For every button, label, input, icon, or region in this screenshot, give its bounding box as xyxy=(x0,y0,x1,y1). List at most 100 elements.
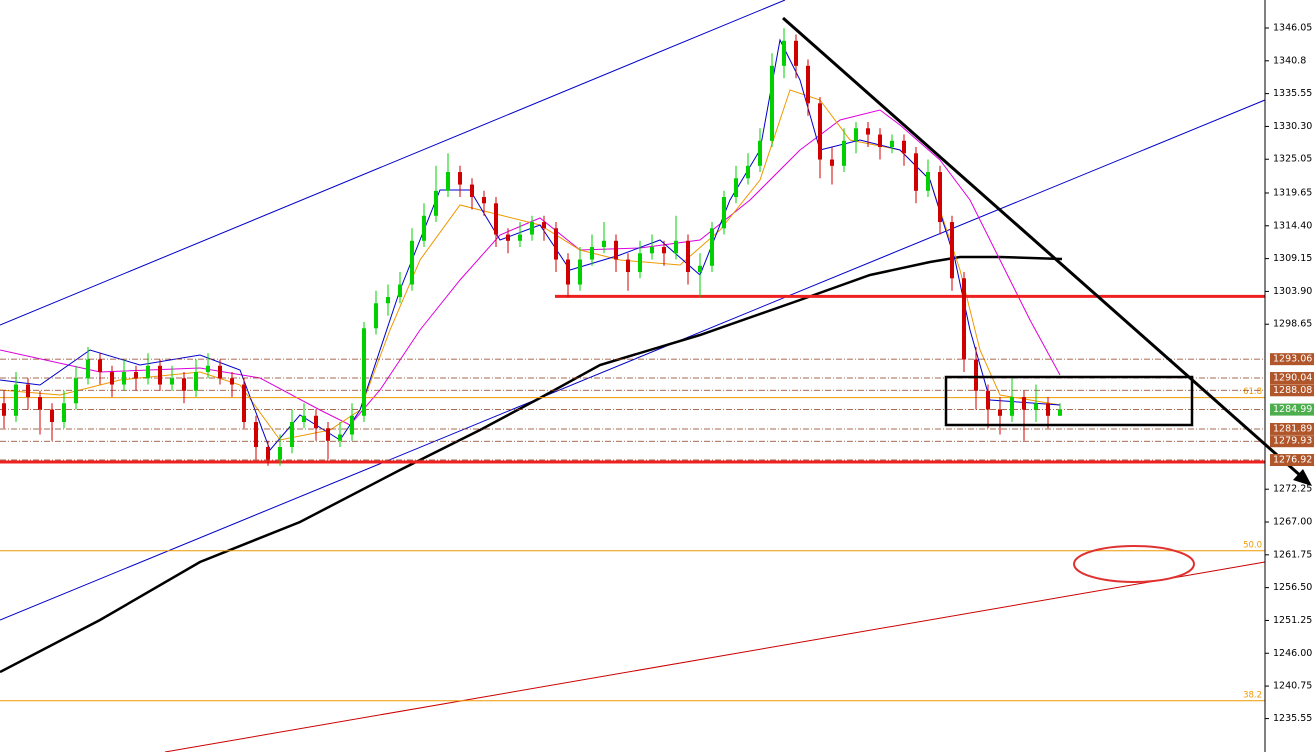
trend-line xyxy=(164,561,1266,752)
candle-body xyxy=(86,359,90,379)
candle-body xyxy=(494,203,498,235)
candle-body xyxy=(398,284,402,298)
y-tick-label: 1298.65 xyxy=(1273,319,1312,330)
candle-body xyxy=(266,447,270,460)
y-tick-label: 1303.90 xyxy=(1273,286,1312,297)
candle-body xyxy=(1022,397,1026,410)
price-tag xyxy=(1270,353,1314,366)
candle-body xyxy=(26,384,30,398)
candle-body xyxy=(122,372,126,385)
price-tag xyxy=(1270,422,1314,435)
candle-body xyxy=(674,240,678,254)
price-tag-label: 1276.92 xyxy=(1273,455,1312,466)
y-tick-label: 1267.00 xyxy=(1273,517,1312,528)
price-tag-label: 1290.04 xyxy=(1273,373,1312,384)
price-tag-label: 1293.06 xyxy=(1273,354,1312,365)
price-tag-label: 1279.93 xyxy=(1273,436,1312,447)
candle-body xyxy=(218,365,222,379)
candle-body xyxy=(818,103,822,160)
candle-body xyxy=(554,228,558,260)
candle-body xyxy=(902,140,906,154)
channel-line xyxy=(0,0,786,326)
candle-body xyxy=(938,172,942,223)
candle-body xyxy=(734,178,738,198)
candle-body xyxy=(470,184,474,198)
price-tag xyxy=(1270,454,1314,467)
levels: 61.8 50.0 38.2 xyxy=(0,294,1265,702)
candle-body xyxy=(614,240,618,260)
candle-body xyxy=(194,372,198,391)
candle-body xyxy=(746,165,750,179)
candle-body xyxy=(230,378,234,385)
y-tick-label: 1314.40 xyxy=(1273,220,1312,231)
price-tag xyxy=(1270,384,1314,397)
y-tick-label: 1335.55 xyxy=(1273,88,1312,99)
candle-body xyxy=(950,222,954,279)
candle-body xyxy=(914,153,918,191)
y-tick-label: 1319.65 xyxy=(1273,187,1312,198)
candle-body xyxy=(650,247,654,254)
price-tag-label: 1284.99 xyxy=(1273,404,1312,415)
candle-body xyxy=(458,172,462,185)
y-tick-label: 1346.05 xyxy=(1273,22,1312,33)
fib-label: 38.2 xyxy=(1243,690,1262,700)
candle-body xyxy=(698,265,702,273)
candle-body xyxy=(374,303,378,329)
fib-label: 61.8 xyxy=(1243,387,1262,397)
candle-body xyxy=(770,65,774,141)
candle-body xyxy=(794,40,798,66)
candle-body xyxy=(662,247,666,254)
y-tick-label: 1240.75 xyxy=(1273,681,1312,692)
y-tick-label: 1256.50 xyxy=(1273,582,1312,593)
candle-body xyxy=(350,415,354,435)
candle-body xyxy=(842,140,846,166)
candle-body xyxy=(986,390,990,410)
candle-body xyxy=(338,434,342,441)
price-tag-label: 1281.89 xyxy=(1273,423,1312,434)
candle-body xyxy=(242,384,246,423)
candle-body xyxy=(854,128,858,141)
candle-body xyxy=(74,378,78,404)
y-tick-label: 1272.25 xyxy=(1273,484,1312,495)
trend-line xyxy=(782,16,1303,479)
candle-body xyxy=(170,378,174,385)
candle-body xyxy=(1034,403,1038,410)
price-tag xyxy=(1270,435,1314,448)
moving-average xyxy=(0,109,1061,426)
candle-body xyxy=(530,222,534,235)
candle-body xyxy=(410,240,414,285)
arrow-head xyxy=(1293,469,1312,486)
candle-body xyxy=(302,415,306,423)
y-tick-label: 1309.15 xyxy=(1273,253,1312,264)
y-tick-label: 1246.00 xyxy=(1273,648,1312,659)
candle-body xyxy=(722,197,726,229)
candle-body xyxy=(890,140,894,148)
candle-body xyxy=(314,415,318,429)
price-tag-label: 1288.08 xyxy=(1273,385,1312,396)
candle-body xyxy=(482,197,486,204)
candle-body xyxy=(542,222,546,229)
candle-body xyxy=(566,259,570,285)
candle-body xyxy=(866,128,870,135)
y-tick-label: 1261.75 xyxy=(1273,549,1312,560)
candle-body xyxy=(98,359,102,373)
candles xyxy=(2,28,1062,466)
candle-body xyxy=(626,259,630,273)
candle-body xyxy=(506,234,510,241)
candle-body xyxy=(38,397,42,410)
y-tick-label: 1235.55 xyxy=(1273,713,1312,724)
axis-labels: 1346.05 1340.8 1335.55 1330.30 1325.05 1319.6… xyxy=(1265,22,1314,724)
candle-body xyxy=(326,428,330,441)
candle-body xyxy=(926,172,930,191)
candle-body xyxy=(878,134,882,148)
candle-body xyxy=(1058,409,1062,416)
target-circle xyxy=(1073,545,1195,583)
candle-body xyxy=(362,328,366,416)
consolidation-box xyxy=(944,375,1194,427)
candle-body xyxy=(422,215,426,241)
candle-body xyxy=(1010,397,1014,416)
y-tick-label: 1325.05 xyxy=(1273,154,1312,165)
y-tick-label: 1340.8 xyxy=(1273,55,1306,66)
candle-body xyxy=(50,409,54,423)
